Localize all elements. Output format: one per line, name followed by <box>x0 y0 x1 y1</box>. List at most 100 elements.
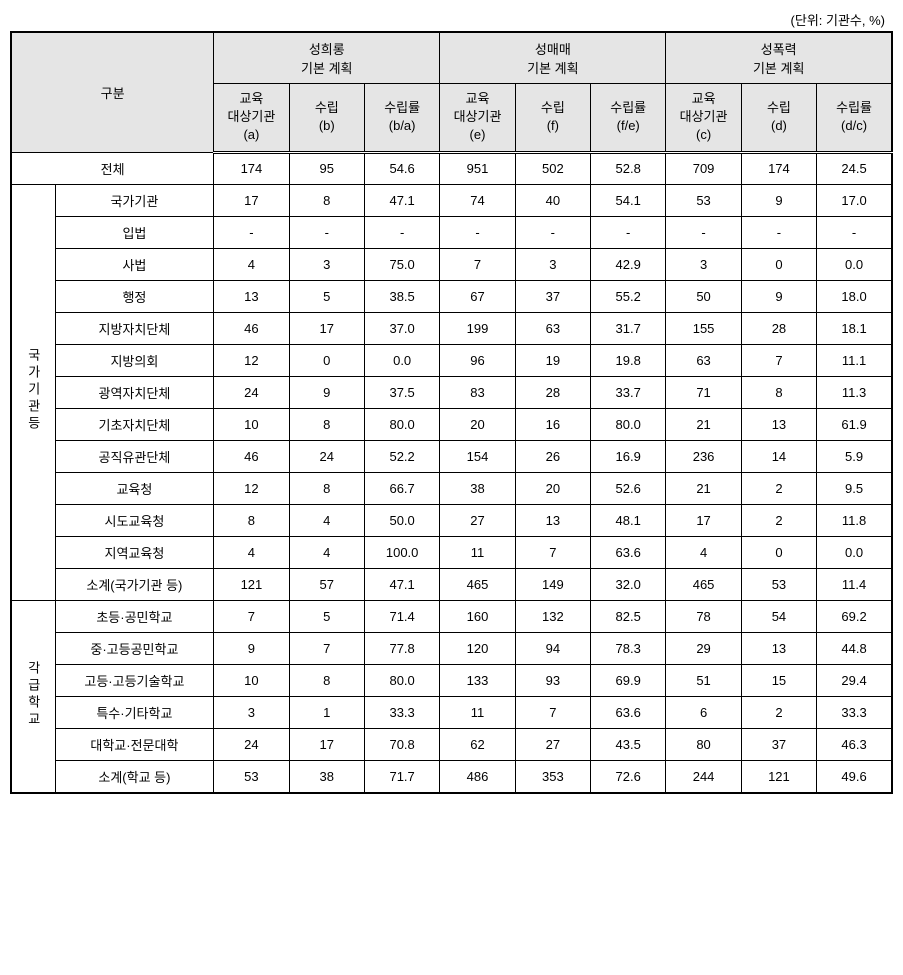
table-cell: 46 <box>214 440 289 472</box>
table-row-total: 전체1749554.695150252.870917424.5 <box>11 152 892 184</box>
table-cell: 72.6 <box>591 760 666 793</box>
table-cell: 63.6 <box>591 696 666 728</box>
table-cell: 27 <box>440 504 515 536</box>
table-cell: 24 <box>214 376 289 408</box>
row-label-total: 전체 <box>11 152 214 184</box>
unit-label: (단위: 기관수, %) <box>10 10 893 29</box>
subheader-4: 교육대상기관(e) <box>440 84 515 153</box>
table-cell: - <box>440 216 515 248</box>
row-label: 소계(국가기관 등) <box>55 568 214 600</box>
table-cell: 951 <box>440 152 515 184</box>
table-cell: 63 <box>666 344 741 376</box>
table-cell: 3 <box>515 248 590 280</box>
table-cell: 21 <box>666 408 741 440</box>
table-cell: 48.1 <box>591 504 666 536</box>
table-cell: - <box>666 216 741 248</box>
table-cell: 133 <box>440 664 515 696</box>
table-cell: 0 <box>741 536 816 568</box>
table-cell: 121 <box>741 760 816 793</box>
table-cell: 80.0 <box>364 408 439 440</box>
table-cell: 31.7 <box>591 312 666 344</box>
subheader-8: 수립(d) <box>741 84 816 153</box>
table-cell: 80.0 <box>364 664 439 696</box>
row-label: 고등·고등기술학교 <box>55 664 214 696</box>
table-cell: - <box>591 216 666 248</box>
table-cell: 37 <box>515 280 590 312</box>
table-cell: 16 <box>515 408 590 440</box>
table-cell: 95 <box>289 152 364 184</box>
table-cell: 47.1 <box>364 184 439 216</box>
table-cell: 3 <box>289 248 364 280</box>
table-cell: 17 <box>289 312 364 344</box>
table-cell: 155 <box>666 312 741 344</box>
table-cell: 13 <box>214 280 289 312</box>
table-cell: 0.0 <box>817 536 892 568</box>
table-cell: 11.8 <box>817 504 892 536</box>
table-cell: 71.4 <box>364 600 439 632</box>
table-cell: 63.6 <box>591 536 666 568</box>
table-cell: 93 <box>515 664 590 696</box>
table-cell: 244 <box>666 760 741 793</box>
table-cell: 11.1 <box>817 344 892 376</box>
header-group2: 성매매기본 계획 <box>440 32 666 84</box>
table-cell: 4 <box>214 536 289 568</box>
row-label: 사법 <box>55 248 214 280</box>
table-cell: 2 <box>741 504 816 536</box>
table-cell: 66.7 <box>364 472 439 504</box>
table-cell: 353 <box>515 760 590 793</box>
table-cell: 160 <box>440 600 515 632</box>
row-label: 국가기관 <box>55 184 214 216</box>
table-cell: 465 <box>440 568 515 600</box>
row-label: 행정 <box>55 280 214 312</box>
table-cell: 0.0 <box>364 344 439 376</box>
table-cell: 24 <box>289 440 364 472</box>
table-cell: 50 <box>666 280 741 312</box>
table-row: 입법--------- <box>11 216 892 248</box>
table-row: 행정13538.5673755.250918.0 <box>11 280 892 312</box>
section-label-national: 국가기관등 <box>11 184 55 600</box>
table-cell: 8 <box>214 504 289 536</box>
table-cell: 121 <box>214 568 289 600</box>
table-cell: 33.3 <box>364 696 439 728</box>
table-row: 소계(학교 등)533871.748635372.624412149.6 <box>11 760 892 793</box>
table-row: 시도교육청8450.0271348.117211.8 <box>11 504 892 536</box>
table-cell: 28 <box>741 312 816 344</box>
table-row: 고등·고등기술학교10880.01339369.9511529.4 <box>11 664 892 696</box>
table-cell: 2 <box>741 696 816 728</box>
table-cell: 70.8 <box>364 728 439 760</box>
table-cell: 74 <box>440 184 515 216</box>
table-cell: 8 <box>289 184 364 216</box>
table-row: 기초자치단체10880.0201680.0211361.9 <box>11 408 892 440</box>
table-cell: 21 <box>666 472 741 504</box>
table-cell: 67 <box>440 280 515 312</box>
table-cell: 132 <box>515 600 590 632</box>
table-cell: 37.5 <box>364 376 439 408</box>
row-label: 소계(학교 등) <box>55 760 214 793</box>
table-cell: 15 <box>741 664 816 696</box>
table-cell: 80.0 <box>591 408 666 440</box>
table-cell: 52.8 <box>591 152 666 184</box>
table-cell: 32.0 <box>591 568 666 600</box>
table-cell: 17 <box>289 728 364 760</box>
table-cell: 33.3 <box>817 696 892 728</box>
table-cell: 7 <box>515 536 590 568</box>
table-cell: 77.8 <box>364 632 439 664</box>
table-cell: 120 <box>440 632 515 664</box>
table-cell: 27 <box>515 728 590 760</box>
table-cell: 17 <box>214 184 289 216</box>
table-cell: 149 <box>515 568 590 600</box>
table-cell: - <box>817 216 892 248</box>
table-row: 지방의회1200.0961919.863711.1 <box>11 344 892 376</box>
table-cell: 4 <box>289 504 364 536</box>
subheader-3: 수립률(b/a) <box>364 84 439 153</box>
table-cell: 52.6 <box>591 472 666 504</box>
table-cell: 10 <box>214 664 289 696</box>
table-cell: 4 <box>214 248 289 280</box>
row-label: 입법 <box>55 216 214 248</box>
table-cell: 12 <box>214 472 289 504</box>
table-cell: 51 <box>666 664 741 696</box>
subheader-5: 수립(f) <box>515 84 590 153</box>
table-cell: 1 <box>289 696 364 728</box>
table-cell: 7 <box>515 696 590 728</box>
table-cell: 53 <box>741 568 816 600</box>
